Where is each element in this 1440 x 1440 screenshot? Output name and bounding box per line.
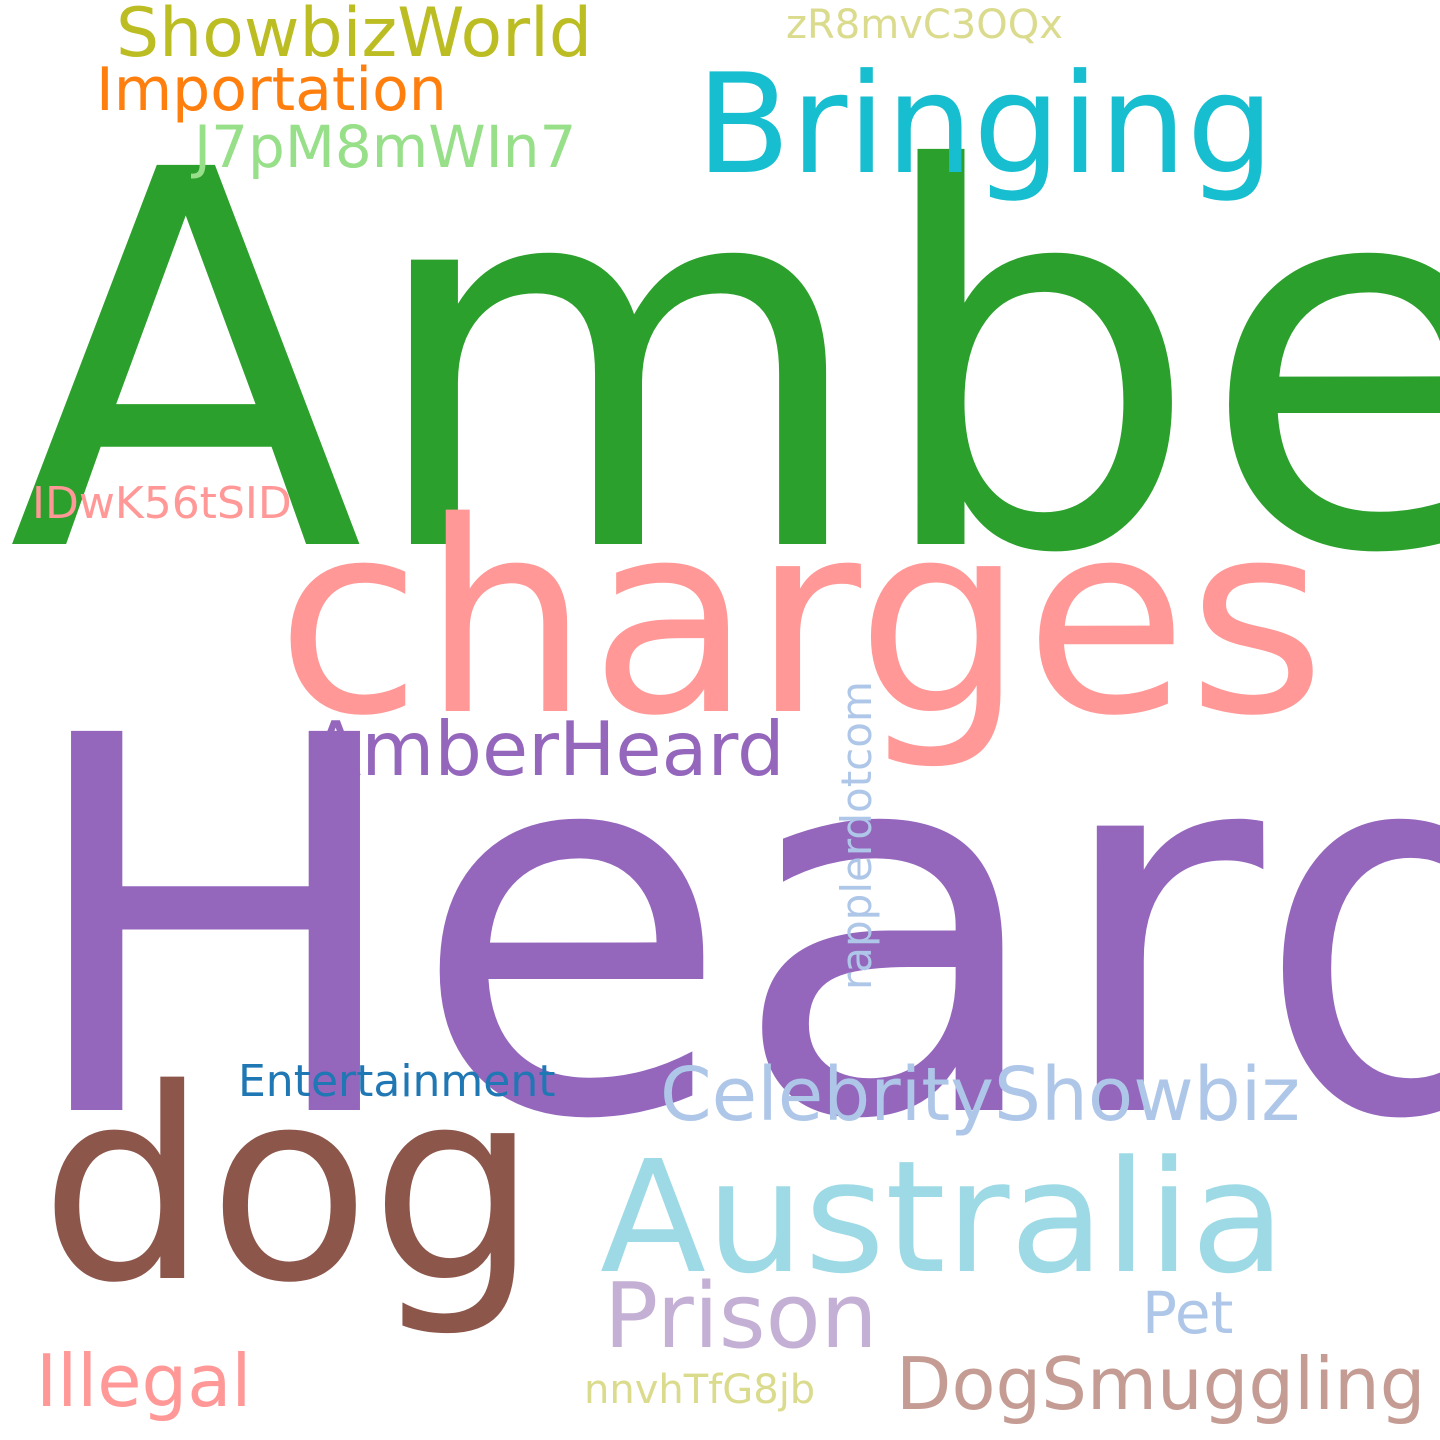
word-pet: Pet bbox=[1142, 1279, 1234, 1347]
word-heard: Heard bbox=[20, 627, 1440, 1233]
word-entertainment: Entertainment bbox=[238, 1056, 556, 1107]
word-nnvhtfg8jb: nnvhTfG8jb bbox=[584, 1367, 816, 1413]
word-dog: dog bbox=[40, 1033, 539, 1341]
word-illegal: Illegal bbox=[36, 1339, 252, 1423]
word-j7pm8mwin7: J7pM8mWIn7 bbox=[194, 113, 577, 181]
word-amber: Amber bbox=[8, 61, 1440, 667]
word-amberheard: AmberHeard bbox=[310, 705, 785, 793]
word-celebrityshowbiz: CelebrityShowbiz bbox=[660, 1052, 1301, 1138]
word-bringing: Bringing bbox=[696, 44, 1275, 205]
word-showbizworld: ShowbizWorld bbox=[116, 0, 593, 73]
word-idwk56tsid: IDwK56tSID bbox=[32, 478, 292, 529]
word-charges: charges bbox=[276, 466, 1326, 774]
word-rapplerdotcom: rapplerdotcom bbox=[832, 681, 881, 990]
word-dogsmuggling: DogSmuggling bbox=[896, 1342, 1426, 1426]
word-importation: Importation bbox=[96, 55, 447, 125]
word-zr8mvc3oqx: zR8mvC3OQx bbox=[786, 2, 1063, 48]
word-australia: Australia bbox=[600, 1127, 1286, 1308]
word-prison: Prison bbox=[604, 1264, 878, 1369]
